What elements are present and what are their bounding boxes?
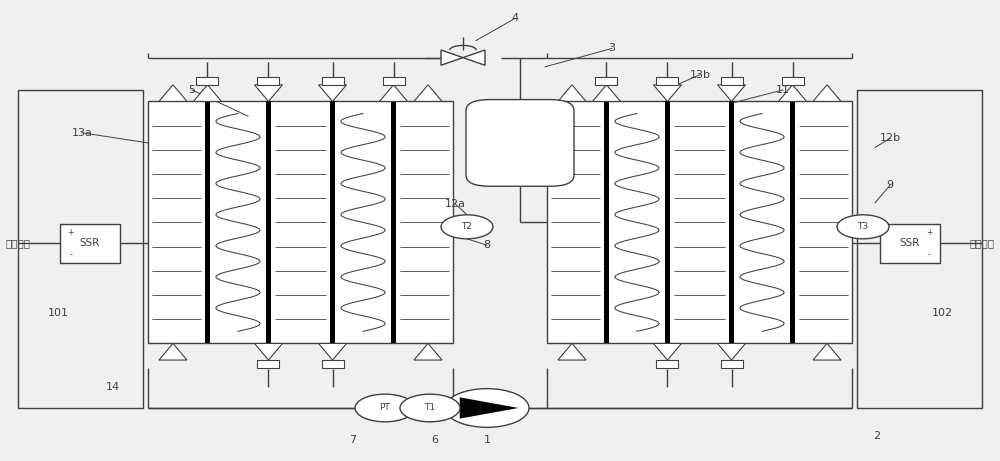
Bar [60, 224, 120, 263]
Text: -: - [928, 250, 931, 259]
Text: +: + [68, 228, 74, 236]
Polygon shape [558, 343, 586, 360]
Polygon shape [779, 85, 807, 101]
Bar [665, 101, 670, 343]
Text: 12a: 12a [444, 199, 466, 209]
Bar [383, 77, 405, 85]
Bar [790, 101, 795, 343]
Text: T2: T2 [462, 222, 473, 231]
Text: 2: 2 [873, 431, 881, 441]
Polygon shape [193, 85, 221, 101]
Text: PT: PT [380, 403, 390, 413]
Text: 9: 9 [886, 180, 894, 190]
Bar [656, 360, 678, 368]
Polygon shape [441, 50, 463, 65]
Bar [257, 77, 279, 85]
Bar [880, 224, 940, 263]
Polygon shape [718, 343, 746, 360]
FancyBboxPatch shape [466, 100, 574, 186]
Text: 8: 8 [483, 240, 491, 250]
Bar [322, 360, 344, 368]
Text: SSR: SSR [900, 238, 920, 248]
Circle shape [355, 394, 415, 422]
Text: +: + [926, 228, 932, 236]
Bar [656, 77, 678, 85]
Polygon shape [592, 85, 620, 101]
Bar [196, 77, 218, 85]
Circle shape [400, 394, 460, 422]
Polygon shape [653, 85, 681, 101]
Polygon shape [558, 85, 586, 101]
Text: 1: 1 [484, 435, 490, 445]
Text: 6: 6 [432, 435, 438, 445]
Bar [547, 101, 852, 343]
Polygon shape [653, 343, 681, 360]
Text: 12b: 12b [879, 133, 901, 143]
Polygon shape [813, 85, 841, 101]
Polygon shape [380, 85, 408, 101]
Text: T3: T3 [857, 222, 869, 231]
Text: 4: 4 [511, 13, 519, 24]
Text: 13b: 13b [690, 70, 710, 80]
Text: -: - [69, 250, 72, 259]
Text: 控制信号: 控制信号 [6, 238, 30, 248]
Bar [322, 77, 344, 85]
Text: 11: 11 [776, 85, 790, 95]
Bar [148, 101, 453, 343]
Text: SSR: SSR [80, 238, 100, 248]
Polygon shape [254, 85, 282, 101]
Text: 3: 3 [608, 43, 616, 53]
Polygon shape [254, 343, 282, 360]
Polygon shape [460, 397, 518, 419]
Bar [205, 101, 210, 343]
Text: 5: 5 [188, 85, 196, 95]
Bar [857, 90, 982, 408]
Bar [391, 101, 396, 343]
Bar [595, 77, 617, 85]
Text: T1: T1 [424, 403, 436, 413]
Polygon shape [813, 343, 841, 360]
Polygon shape [414, 85, 442, 101]
Bar [18, 90, 143, 408]
Text: 7: 7 [349, 435, 357, 445]
Polygon shape [159, 85, 187, 101]
Text: 控制信号: 控制信号 [970, 238, 994, 248]
Bar [782, 77, 804, 85]
Bar [721, 77, 743, 85]
Text: 13a: 13a [72, 128, 92, 138]
Polygon shape [319, 85, 347, 101]
Polygon shape [414, 343, 442, 360]
Text: 101: 101 [48, 308, 68, 319]
Bar [604, 101, 609, 343]
Circle shape [441, 215, 493, 239]
Circle shape [445, 389, 529, 427]
Bar [266, 101, 271, 343]
Polygon shape [319, 343, 347, 360]
Bar [721, 360, 743, 368]
Polygon shape [463, 50, 485, 65]
Circle shape [837, 215, 889, 239]
Bar [330, 101, 335, 343]
Text: 102: 102 [931, 308, 953, 319]
Polygon shape [159, 343, 187, 360]
Bar [729, 101, 734, 343]
Polygon shape [718, 85, 746, 101]
Text: 14: 14 [106, 382, 120, 392]
Bar [257, 360, 279, 368]
